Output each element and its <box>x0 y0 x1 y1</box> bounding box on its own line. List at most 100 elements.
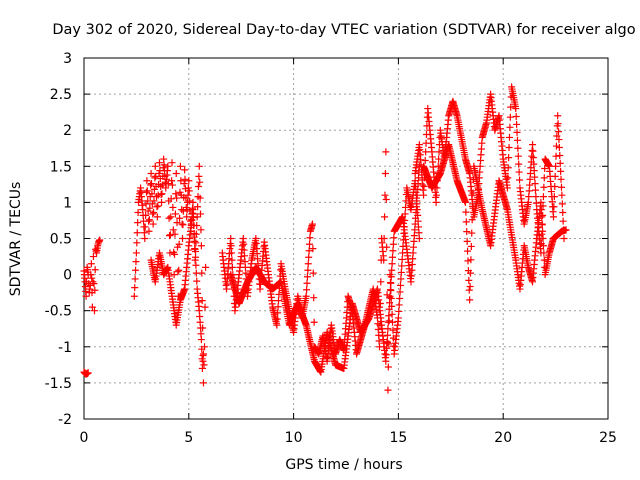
data-point <box>513 128 521 136</box>
data-point <box>553 132 561 140</box>
data-point <box>274 303 282 311</box>
data-point <box>532 199 540 207</box>
data-point <box>147 181 155 189</box>
data-point <box>558 191 566 199</box>
data-point <box>228 249 236 257</box>
data-point <box>539 242 547 250</box>
data-point <box>504 164 512 172</box>
data-point <box>170 271 178 279</box>
data-point <box>166 231 174 239</box>
data-point <box>194 183 202 191</box>
data-point <box>415 235 423 242</box>
data-point <box>154 202 162 210</box>
data-point <box>88 303 96 311</box>
data-point <box>273 321 281 329</box>
data-point <box>514 144 522 152</box>
data-point <box>87 271 95 279</box>
data-point <box>183 206 191 214</box>
data-point <box>157 190 165 198</box>
data-point <box>540 183 548 191</box>
data-point <box>387 273 395 281</box>
data-point <box>197 242 205 250</box>
data-point <box>178 220 186 228</box>
data-point <box>552 142 560 150</box>
data-point <box>397 275 405 283</box>
data-point <box>169 226 177 234</box>
data-point <box>172 170 180 178</box>
y-tick-label: 0 <box>63 268 72 284</box>
data-point <box>91 286 99 294</box>
data-point <box>168 177 176 185</box>
data-point <box>305 253 313 261</box>
data-point <box>538 220 546 228</box>
data-point <box>531 180 539 188</box>
data-point <box>189 206 197 214</box>
data-point <box>303 286 311 294</box>
data-point <box>515 168 523 176</box>
data-point <box>514 152 522 160</box>
data-point <box>168 181 176 189</box>
data-point <box>185 177 193 185</box>
data-point <box>305 247 313 255</box>
data-point <box>529 147 537 155</box>
data-point <box>168 159 176 167</box>
data-point <box>200 361 208 369</box>
data-point <box>199 357 207 365</box>
data-point <box>513 120 521 128</box>
data-point <box>150 209 158 217</box>
y-tick-label: -0.5 <box>45 304 72 320</box>
data-point <box>389 326 397 334</box>
data-point <box>306 234 314 242</box>
data-point <box>558 200 566 208</box>
data-point <box>540 256 548 264</box>
data-point <box>394 314 402 322</box>
data-point <box>190 222 198 230</box>
data-point <box>386 286 394 294</box>
data-point <box>198 364 206 372</box>
data-point <box>432 198 440 206</box>
data-point <box>309 269 317 277</box>
data-point <box>390 234 398 242</box>
data-point <box>537 198 545 206</box>
data-point <box>388 260 396 268</box>
data-point <box>389 240 397 248</box>
data-point <box>184 191 192 199</box>
data-point <box>550 203 558 211</box>
x-tick-label: 25 <box>599 430 617 446</box>
data-point <box>552 152 560 160</box>
x-tick-label: 20 <box>494 430 512 446</box>
data-point <box>132 258 140 266</box>
data-point <box>540 174 548 182</box>
data-point <box>191 237 199 245</box>
data-point <box>192 239 200 247</box>
x-axis-label: GPS time / hours <box>285 457 402 473</box>
data-point <box>382 357 390 365</box>
data-point <box>531 173 539 181</box>
data-point <box>304 266 312 274</box>
data-point <box>422 148 430 156</box>
data-point <box>84 369 92 377</box>
data-point <box>539 227 547 235</box>
data-point <box>512 112 520 120</box>
data-point <box>199 350 207 358</box>
data-point <box>131 284 139 292</box>
data-point <box>386 292 394 300</box>
y-tick-label: -1.5 <box>45 376 72 392</box>
data-point <box>197 226 205 234</box>
data-point <box>504 174 512 182</box>
y-tick-label: 2 <box>63 123 72 139</box>
data-point <box>462 218 470 226</box>
data-point <box>466 283 474 291</box>
data-point <box>385 305 393 313</box>
data-point <box>133 239 141 247</box>
data-point <box>529 141 537 149</box>
data-point <box>141 223 149 231</box>
data-point <box>153 203 161 211</box>
data-point <box>464 257 472 265</box>
data-point <box>469 202 477 210</box>
x-tick-label: 5 <box>184 430 193 446</box>
data-point <box>463 228 471 236</box>
data-point <box>555 144 563 152</box>
data-point <box>273 315 281 323</box>
data-point <box>228 256 236 264</box>
